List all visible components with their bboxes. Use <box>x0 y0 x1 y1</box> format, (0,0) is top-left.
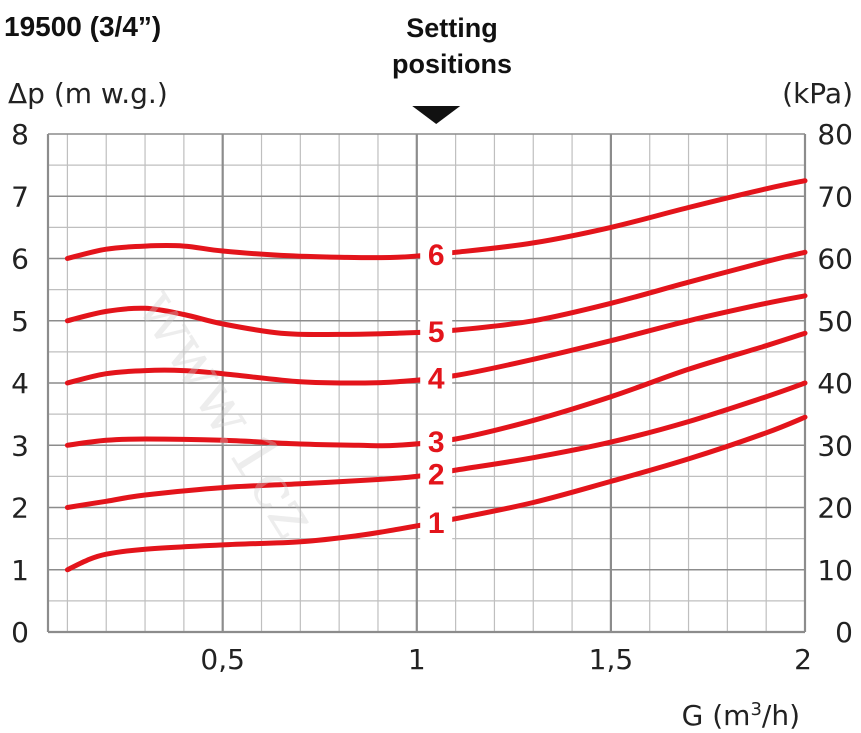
y-tick-right: 60 <box>817 243 853 276</box>
x-axis-label-prefix: G (m <box>682 699 751 732</box>
curve-setting-4 <box>64 293 808 386</box>
curve-label-background <box>420 502 453 541</box>
setting-position-arrow-icon <box>412 106 461 124</box>
y-tick-right: 30 <box>817 429 853 462</box>
y-axis-right-label: (kPa) <box>782 77 853 110</box>
x-tick: 1,5 <box>589 643 634 676</box>
y-tick-right: 40 <box>817 367 853 400</box>
curve-label-4: 4 <box>428 363 445 396</box>
y-tick-left: 4 <box>11 367 29 400</box>
curve-label-background <box>420 357 453 396</box>
curve-setting-5 <box>64 249 808 337</box>
y-tick-right: 70 <box>817 180 853 213</box>
y-tick-left: 5 <box>11 305 29 338</box>
curves <box>64 178 808 573</box>
x-tick: 2 <box>794 643 812 676</box>
x-axis-label: G (m3/h) <box>682 699 800 733</box>
curve-label-background <box>420 421 453 460</box>
y-tick-left: 1 <box>11 554 29 587</box>
y-tick-left: 2 <box>11 492 29 525</box>
curve-label-background <box>420 311 453 350</box>
y-tick-left: 6 <box>11 243 29 276</box>
x-tick: 0,5 <box>200 643 245 676</box>
curve-label-background <box>420 453 453 492</box>
y-tick-right: 0 <box>835 616 853 649</box>
curve-setting-6 <box>64 178 808 261</box>
y-tick-right: 20 <box>817 492 853 525</box>
setting-positions-label-line2: positions <box>392 49 512 79</box>
y-tick-left: 0 <box>11 616 29 649</box>
curve-setting-1 <box>64 414 808 573</box>
y-tick-left: 3 <box>11 429 29 462</box>
x-axis-label-superscript: 3 <box>750 699 761 720</box>
curve-label-6: 6 <box>428 239 445 272</box>
curve-setting-2 <box>64 380 808 510</box>
y-tick-right: 10 <box>817 554 853 587</box>
y-tick-right: 80 <box>817 118 853 151</box>
curve-label-2: 2 <box>428 458 445 491</box>
watermark: www.1cz <box>123 275 332 550</box>
y-axis-left-label: Δp (m w.g.) <box>8 77 168 110</box>
y-tick-left: 8 <box>11 118 29 151</box>
y-tick-right: 50 <box>817 305 853 338</box>
y-tick-left: 7 <box>11 180 29 213</box>
curve-label-background <box>420 233 453 272</box>
chart-title: 19500 (3/4”) <box>4 11 161 42</box>
x-tick: 1 <box>408 643 426 676</box>
curve-label-1: 1 <box>428 507 445 540</box>
curve-setting-3 <box>64 330 808 449</box>
curve-label-5: 5 <box>428 316 445 349</box>
setting-positions-label-line1: Setting <box>406 13 498 43</box>
curve-label-3: 3 <box>428 426 445 459</box>
x-axis-label-suffix: /h) <box>762 699 800 732</box>
